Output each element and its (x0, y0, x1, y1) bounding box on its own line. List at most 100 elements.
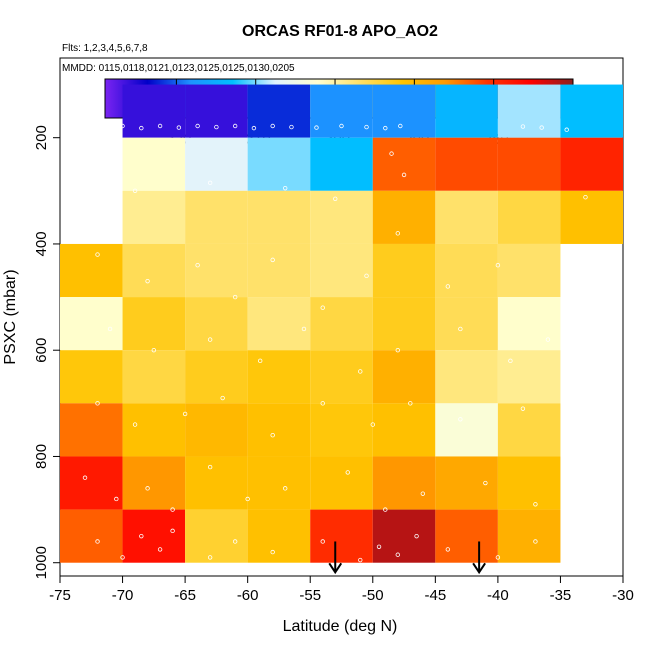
heatmap-cell (185, 350, 248, 404)
heatmap-cell (122, 403, 186, 457)
sample-point (139, 533, 144, 539)
sample-point (533, 502, 538, 507)
heatmap-cell (435, 243, 498, 298)
y-axis-label: PSXC (mbar) (2, 269, 19, 364)
sample-point (101, 124, 106, 130)
sample-point (232, 123, 238, 129)
y-tick-label: 400 (33, 231, 50, 256)
sample-point (157, 123, 163, 129)
sample-point (358, 369, 363, 374)
sample-point (395, 231, 400, 236)
heatmap-cell (435, 350, 498, 404)
x-tick-label: -45 (424, 587, 446, 604)
sample-point (508, 358, 513, 364)
y-tick-label: 600 (33, 338, 50, 363)
sample-point (345, 470, 350, 475)
heatmap-cell (247, 403, 311, 457)
heatmap-cell (372, 190, 436, 244)
sample-point (107, 326, 113, 332)
sample-point (95, 401, 100, 406)
heatmap-cell (122, 297, 186, 351)
sample-point (533, 539, 538, 544)
sample-point (539, 125, 544, 130)
heatmap-cell (122, 509, 186, 563)
sample-point (283, 486, 288, 491)
sample-point (289, 124, 294, 130)
flights-label: Flts: 1,2,3,4,5,6,7,8 (62, 43, 148, 54)
sample-point (398, 123, 403, 129)
heatmap-cell (122, 190, 186, 244)
sample-point (270, 433, 275, 438)
sample-point (545, 337, 551, 342)
sample-point (583, 194, 588, 200)
heatmap-cell (247, 84, 311, 138)
heatmap-cell (310, 137, 373, 191)
sample-point (214, 124, 219, 130)
sample-point (383, 125, 388, 131)
heatmap-cell (185, 137, 248, 191)
heatmap-cell (247, 190, 311, 244)
heatmap-cell (497, 509, 561, 563)
sample-point (176, 125, 182, 130)
sample-point (495, 555, 501, 560)
heatmap-cell (185, 190, 248, 244)
heatmap-cell (497, 190, 561, 244)
sample-point (364, 124, 369, 130)
heatmap-cell (372, 137, 436, 191)
sample-point (564, 127, 569, 132)
sample-point (257, 358, 263, 364)
sample-point (320, 539, 325, 544)
sample-point (151, 348, 157, 353)
sample-points (82, 123, 588, 563)
sample-point (314, 125, 319, 130)
sample-point (270, 123, 275, 129)
sample-point (182, 411, 188, 417)
heatmap-cell (560, 137, 623, 191)
y-axis: 200 400 600 800 1000 (33, 125, 60, 579)
heatmap-cell (435, 403, 498, 457)
heatmap-cell (185, 297, 248, 351)
sample-point (333, 196, 338, 201)
heatmap-cell (185, 509, 248, 563)
heatmap-cell (122, 456, 186, 510)
sample-point (132, 422, 138, 427)
arrow-head (328, 562, 343, 575)
x-tick-label: -65 (174, 587, 196, 604)
sample-point (245, 496, 250, 502)
sample-point (301, 326, 307, 332)
sample-point (170, 528, 175, 534)
heatmap-cell (372, 350, 436, 404)
y-tick-label: 1000 (33, 546, 50, 579)
heatmap-cell (310, 456, 373, 510)
heatmap-cell (60, 509, 123, 563)
sample-point (195, 123, 200, 129)
heatmap-cell (497, 403, 561, 457)
heatmap-cell (372, 84, 436, 138)
sample-point (207, 180, 213, 186)
sample-point (320, 305, 325, 310)
heatmap-cell (497, 84, 561, 138)
heatmap-cell (60, 403, 123, 457)
sample-point (207, 464, 213, 470)
sample-point (232, 294, 238, 300)
heatmap-cell (435, 84, 498, 138)
sample-point (170, 507, 175, 512)
x-tick-label: -75 (49, 587, 71, 604)
sample-point (445, 284, 451, 289)
x-tick-label: -30 (612, 587, 634, 604)
sample-point (114, 496, 119, 502)
heatmap-cell (247, 509, 311, 563)
sample-point (414, 533, 419, 539)
sample-point (207, 337, 213, 342)
heatmap-cell (372, 243, 436, 298)
heatmap-cell (435, 297, 498, 351)
sample-point (270, 257, 275, 263)
heatmap-cell (435, 190, 498, 244)
sample-point (95, 539, 100, 544)
heatmap-cells (60, 84, 623, 563)
sample-point (364, 273, 369, 279)
x-axis: -75 -70 -65 -60 -55 -50 -45 -40 -35 -30 (49, 576, 634, 604)
sample-point (458, 417, 463, 422)
heatmap-cell (435, 456, 498, 510)
sample-point (445, 547, 451, 552)
